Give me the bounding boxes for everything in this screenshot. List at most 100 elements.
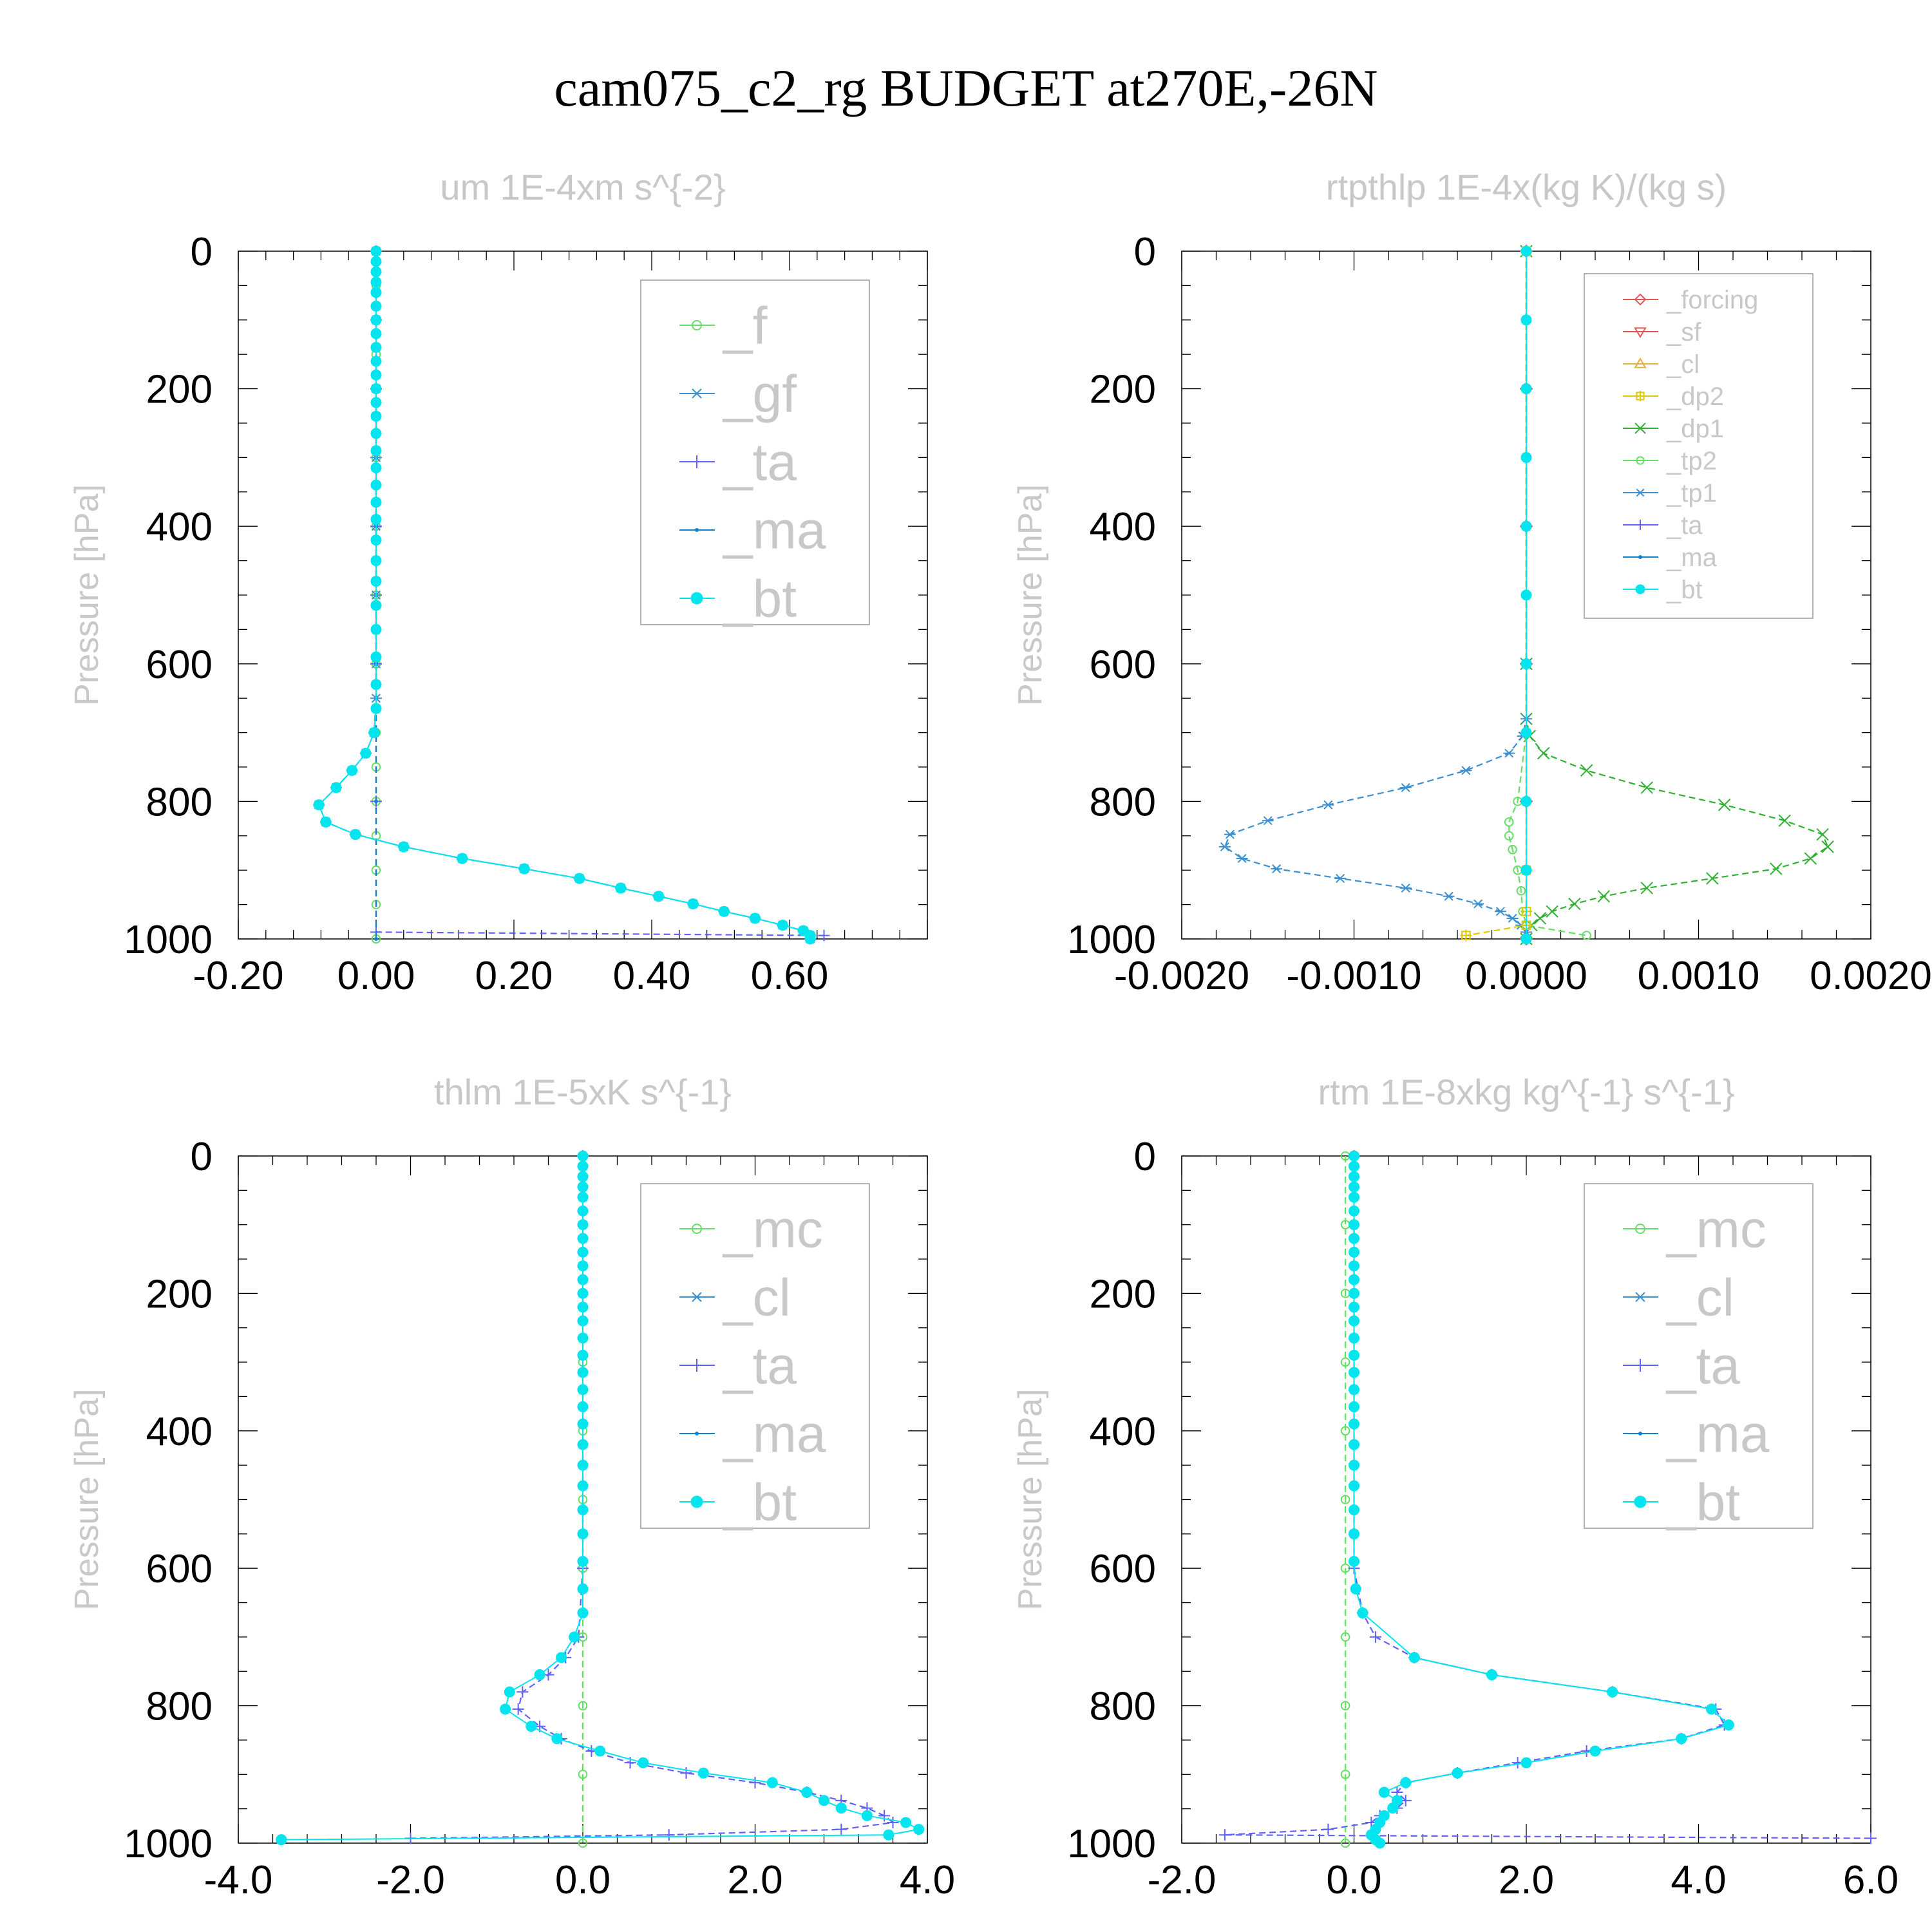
data-point: [861, 1810, 873, 1821]
data-point: [1348, 1205, 1360, 1217]
y-tick-label: 200: [1090, 368, 1156, 412]
data-point: [1348, 1181, 1360, 1193]
data-point: [1520, 864, 1532, 876]
legend-item-dp2: _dp2: [1623, 383, 1724, 411]
data-point: [1607, 1686, 1618, 1698]
data-point: [578, 1701, 588, 1710]
y-tick-label: 0: [1134, 230, 1156, 274]
data-point: [1350, 1583, 1361, 1595]
legend-marker: [692, 1224, 702, 1234]
legend-label: _ta: [1666, 511, 1703, 540]
data-point: [577, 1315, 589, 1327]
y-tick-label: 800: [1090, 1685, 1156, 1729]
x-tick-label: 0.0010: [1638, 954, 1760, 998]
data-point: [1369, 1631, 1381, 1643]
y-tick-label: 400: [146, 1410, 213, 1454]
data-point: [1340, 1632, 1350, 1642]
data-point: [1443, 891, 1455, 901]
data-point: [663, 1829, 675, 1841]
data-point: [1348, 1302, 1360, 1313]
series-line: [1466, 251, 1528, 936]
data-point: [1804, 852, 1817, 865]
y-tick-label: 0: [191, 230, 213, 274]
legend-marker: [690, 455, 703, 468]
legend-item-mc: _mc: [1623, 1200, 1766, 1259]
legend-marker: [1634, 1292, 1647, 1302]
data-point: [680, 1767, 692, 1779]
legend-label: _tp2: [1666, 447, 1717, 475]
data-point: [835, 1803, 847, 1814]
legend-marker: [690, 1359, 703, 1372]
series-line: [1525, 251, 1829, 939]
data-point: [1580, 764, 1593, 777]
legend-label: _bt: [1665, 1473, 1740, 1532]
series-tp2: [1504, 246, 1591, 940]
legend-item-mc: _mc: [679, 1200, 823, 1259]
data-point: [577, 1332, 589, 1344]
legend-item-ta: _ta: [679, 433, 797, 492]
data-point: [883, 1829, 895, 1841]
data-point: [370, 428, 382, 439]
legend-item-forcing: _forcing: [1623, 286, 1758, 314]
data-point: [1778, 814, 1791, 828]
legend-marker: [1638, 1432, 1642, 1435]
legend-item-cl: _cl: [1623, 350, 1700, 379]
data-point: [512, 1703, 524, 1715]
data-point: [370, 462, 382, 473]
x-tick-label: 4.0: [900, 1858, 955, 1902]
plot-frame: [1181, 1155, 1871, 1844]
data-point: [1460, 929, 1472, 942]
data-point: [1348, 1233, 1360, 1244]
legend-item-ma: _ma: [1623, 1405, 1770, 1464]
data-point: [835, 1823, 848, 1835]
legend-item-ma: _ma: [1623, 544, 1718, 572]
legend-label: _mc: [1665, 1200, 1766, 1259]
data-point: [504, 1686, 515, 1698]
data-point: [1322, 800, 1334, 810]
x-tick-label: 0.60: [751, 954, 829, 998]
data-point: [1520, 383, 1532, 395]
data-point: [804, 933, 816, 945]
data-point: [749, 1777, 761, 1789]
legend-label: _ta: [722, 433, 797, 492]
legend-item-cl: _cl: [1623, 1269, 1734, 1327]
legend-marker: [1635, 391, 1645, 401]
legend-marker: [690, 1495, 703, 1508]
data-point: [1387, 1803, 1399, 1814]
series-ta: [404, 1150, 899, 1844]
legend-item-bt: _bt: [1623, 576, 1703, 604]
data-point: [1597, 890, 1611, 903]
data-point: [577, 1246, 589, 1258]
x-tick-label: -2.0: [1148, 1858, 1217, 1902]
data-point: [1348, 1504, 1360, 1516]
data-point: [1516, 886, 1526, 896]
y-tick-label: 400: [1090, 1410, 1156, 1454]
x-tick-label: 0.00: [337, 954, 415, 998]
data-point: [370, 445, 382, 457]
y-tick-label: 600: [1090, 1547, 1156, 1591]
data-point: [1348, 1439, 1360, 1450]
data-point: [900, 1817, 912, 1828]
data-point: [1262, 816, 1274, 826]
y-tick-label: 200: [146, 1272, 213, 1316]
data-point: [1348, 1418, 1360, 1430]
x-tick-label: 0.0: [555, 1858, 611, 1902]
legend-label: _tp1: [1666, 479, 1717, 507]
series-bt: [276, 1150, 925, 1846]
data-point: [1520, 727, 1532, 739]
series-line: [1508, 251, 1587, 936]
data-point: [1224, 829, 1236, 839]
data-point: [577, 1349, 589, 1361]
data-point: [1348, 1171, 1360, 1182]
x-tick-label: 0.40: [613, 954, 691, 998]
data-point: [577, 1233, 589, 1244]
legend: _f _gf _ta _ma _bt: [640, 279, 870, 629]
y-tick-label: 0: [191, 1135, 213, 1179]
data-point: [577, 1302, 589, 1313]
legend-label: _ma: [1665, 1405, 1770, 1464]
x-tick-label: -0.0010: [1286, 954, 1421, 998]
legend-marker: [1635, 584, 1645, 594]
x-tick-label: 2.0: [1499, 1858, 1554, 1902]
legend-label: _dp2: [1666, 383, 1724, 411]
